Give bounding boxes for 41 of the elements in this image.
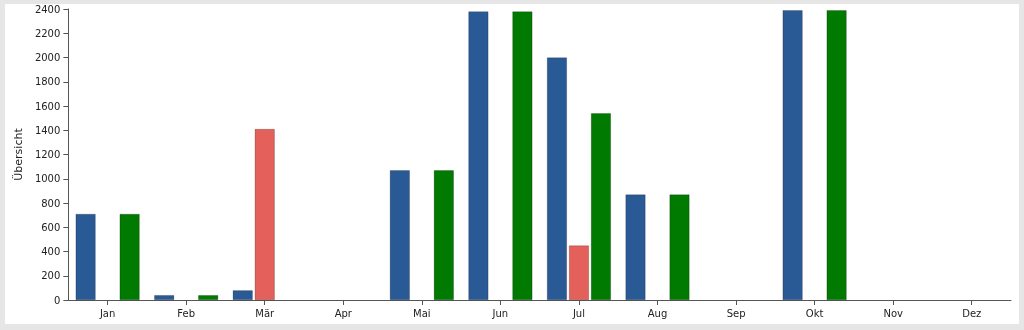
x-tick-label: Dez xyxy=(962,307,982,319)
bar xyxy=(75,213,96,300)
y-tick-label: 1400 xyxy=(34,124,61,136)
bar xyxy=(590,113,611,300)
x-tick-label: Mai xyxy=(413,307,431,319)
y-tick-label: 600 xyxy=(41,221,61,233)
y-axis-title: Übersicht xyxy=(12,127,25,181)
y-tick-label: 2000 xyxy=(34,52,61,63)
x-tick-label: Nov xyxy=(883,307,903,319)
x-tick-label: Jan xyxy=(98,307,116,319)
y-tick-label: 400 xyxy=(41,246,61,257)
x-tick-label: Sep xyxy=(726,307,746,319)
bar xyxy=(154,295,175,300)
y-tick-label: 1200 xyxy=(34,149,61,160)
y-tick-label: 1600 xyxy=(34,100,61,112)
bar xyxy=(119,213,140,300)
bar xyxy=(433,170,454,300)
bar xyxy=(669,194,690,300)
bar xyxy=(568,245,589,300)
bar xyxy=(826,10,847,300)
x-tick-label: Apr xyxy=(334,307,353,319)
y-tick-label: 2400 xyxy=(34,3,61,15)
bar xyxy=(546,57,567,300)
x-tick-label: Aug xyxy=(647,307,668,319)
bar xyxy=(782,10,803,300)
x-tick-label: Mär xyxy=(255,307,276,319)
bar xyxy=(625,194,646,300)
y-tick-label: 1000 xyxy=(34,173,61,185)
bar xyxy=(468,11,489,300)
x-tick-label: Jul xyxy=(571,307,585,319)
bar xyxy=(512,11,533,300)
y-tick-label: 2200 xyxy=(34,27,61,39)
x-tick-label: Okt xyxy=(805,307,824,319)
y-tick-label: 0 xyxy=(53,294,61,306)
y-tick-label: 1800 xyxy=(34,76,61,88)
bar xyxy=(389,170,410,300)
y-tick-label: 800 xyxy=(41,197,61,209)
bar xyxy=(198,295,219,300)
x-tick-label: Jun xyxy=(491,307,509,319)
x-tick-label: Feb xyxy=(177,307,196,319)
y-tick-label: 200 xyxy=(41,270,61,282)
